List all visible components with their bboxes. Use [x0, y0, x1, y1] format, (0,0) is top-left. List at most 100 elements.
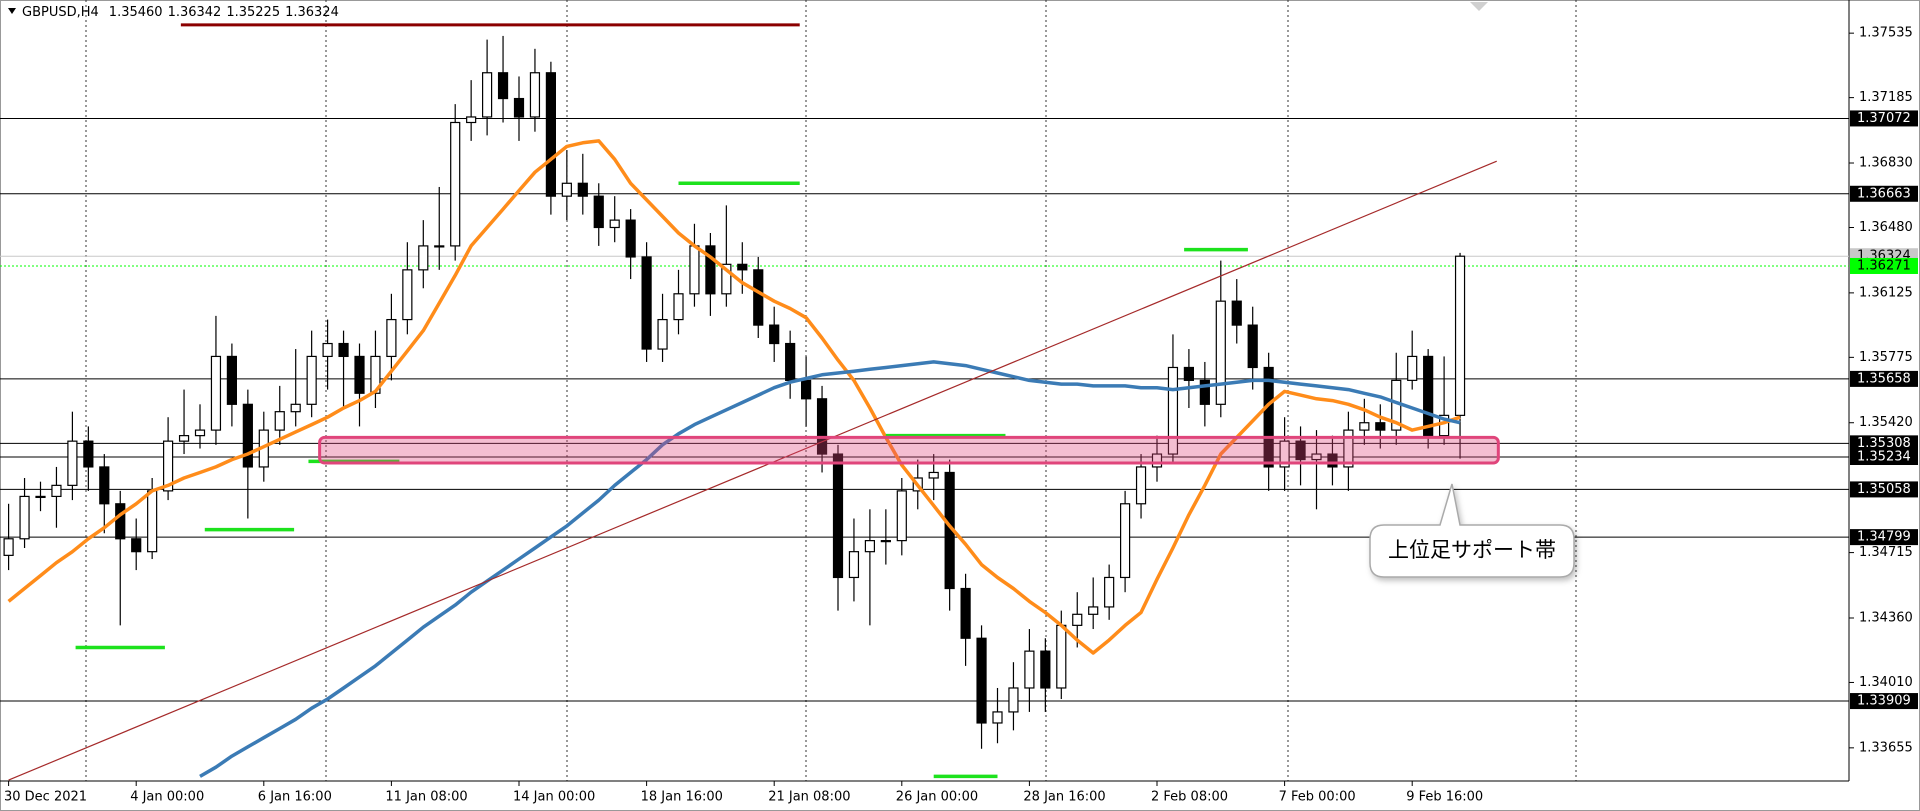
candle-body — [67, 440, 78, 486]
x-tick-label: 26 Jan 00:00 — [896, 790, 978, 805]
candle-body — [816, 398, 828, 455]
y-tick-label: 1.36480 — [1859, 220, 1913, 235]
candle-body — [322, 342, 333, 358]
x-tick-label: 2 Feb 08:00 — [1151, 790, 1228, 805]
ohlc-close: 1.36324 — [285, 5, 339, 20]
level-box — [1850, 185, 1918, 202]
candle-body — [737, 263, 748, 271]
candle-body — [115, 503, 126, 540]
candle-body — [785, 342, 796, 381]
candle-body — [689, 245, 700, 295]
symbol: GBPUSD,H4 — [22, 5, 99, 20]
candle-body — [131, 538, 142, 553]
x-tick-label: 7 Feb 00:00 — [1279, 790, 1356, 805]
menu-arrow[interactable] — [8, 8, 16, 14]
candle-body — [529, 72, 541, 118]
candle-body — [466, 116, 477, 124]
price-box — [1850, 257, 1918, 274]
candle-body — [274, 411, 285, 431]
candles — [3, 35, 1466, 749]
candle-body — [832, 453, 844, 579]
candle-body — [1040, 650, 1051, 689]
level-label: 1.36663 — [1857, 186, 1911, 201]
candle-body — [1311, 453, 1322, 461]
candle-body — [896, 490, 907, 542]
labels: 1.37535 1.37185 1.36830 1.36480 1.36125 1.357… — [4, 26, 1918, 805]
y-tick-label: 1.35420 — [1859, 415, 1913, 430]
candle-body — [1247, 324, 1258, 369]
candle-body — [51, 484, 62, 498]
x-tick-label: 6 Jan 16:00 — [258, 790, 332, 805]
candle-body — [609, 219, 620, 229]
candle-body — [992, 711, 1003, 724]
level-label: 1.35058 — [1857, 482, 1911, 497]
y-tick-label: 1.36125 — [1859, 285, 1913, 300]
candle-body — [99, 466, 110, 505]
y-tick-label: 1.37185 — [1859, 90, 1913, 105]
y-tick-label: 1.33655 — [1859, 740, 1913, 755]
x-tick-label: 11 Jan 08:00 — [385, 790, 467, 805]
candle-body — [513, 97, 525, 118]
level-box — [1850, 529, 1918, 546]
level-label: 1.34799 — [1857, 530, 1911, 545]
candle-body — [561, 182, 572, 197]
candle-body — [434, 245, 445, 248]
moving-average — [7, 139, 1461, 655]
x-tick-label: 9 Feb 16:00 — [1406, 790, 1483, 805]
shift-marker — [1470, 2, 1488, 11]
candle-body — [1263, 366, 1274, 468]
candle-body — [593, 195, 604, 229]
candle-body — [1167, 366, 1179, 455]
candle-body — [1088, 606, 1099, 615]
candle-body — [800, 379, 812, 400]
candle-body — [960, 587, 971, 639]
candle-body — [306, 355, 317, 405]
candle-body — [1423, 355, 1434, 437]
ohlc-low: 1.35225 — [226, 5, 280, 20]
candle-body — [147, 490, 158, 553]
candle-body — [848, 551, 860, 579]
level-box — [1850, 370, 1918, 387]
x-tick-label: 30 Dec 2021 — [4, 790, 87, 805]
level-label: 1.33909 — [1857, 694, 1911, 709]
callout-box — [1369, 483, 1575, 578]
price-label: 1.36271 — [1857, 258, 1911, 273]
candle-body — [625, 219, 636, 258]
candle-body — [753, 269, 764, 326]
support-zone — [318, 435, 1500, 465]
candle-body — [1135, 466, 1147, 505]
level-label: 1.35658 — [1857, 371, 1911, 386]
candle-body — [721, 263, 732, 295]
candle-body — [386, 318, 397, 358]
candle-body — [880, 540, 891, 543]
candle-body — [497, 72, 509, 100]
candle-body — [1072, 613, 1083, 626]
candle-body — [1151, 453, 1163, 468]
candle-body — [641, 256, 652, 350]
y-tick-label: 1.34360 — [1859, 610, 1913, 625]
ohlc-high: 1.36342 — [168, 5, 222, 20]
candle-body — [1215, 300, 1226, 405]
candle-body — [1343, 429, 1354, 468]
callout: 上位足サポート帯 — [1369, 483, 1575, 578]
candle-body — [1008, 687, 1019, 713]
candle-body — [1279, 440, 1290, 468]
candle-body — [976, 637, 987, 724]
y-tick-label: 1.34010 — [1859, 675, 1913, 690]
candle-body — [290, 403, 301, 413]
candle-body — [1454, 255, 1466, 416]
candle-body — [242, 403, 253, 468]
candle-body — [657, 318, 668, 350]
candle-body — [928, 471, 939, 479]
levels — [0, 117, 1849, 702]
level-box — [1850, 448, 1918, 465]
x-tick-label: 14 Jan 00:00 — [513, 790, 595, 805]
level-box — [1850, 693, 1918, 710]
candle-body — [450, 121, 461, 247]
ohlc-open: 1.35460 — [109, 5, 163, 20]
candle-body — [35, 495, 46, 499]
y-tick-label: 1.34715 — [1859, 545, 1913, 560]
candle-body — [194, 429, 206, 437]
candle-body — [354, 355, 365, 394]
